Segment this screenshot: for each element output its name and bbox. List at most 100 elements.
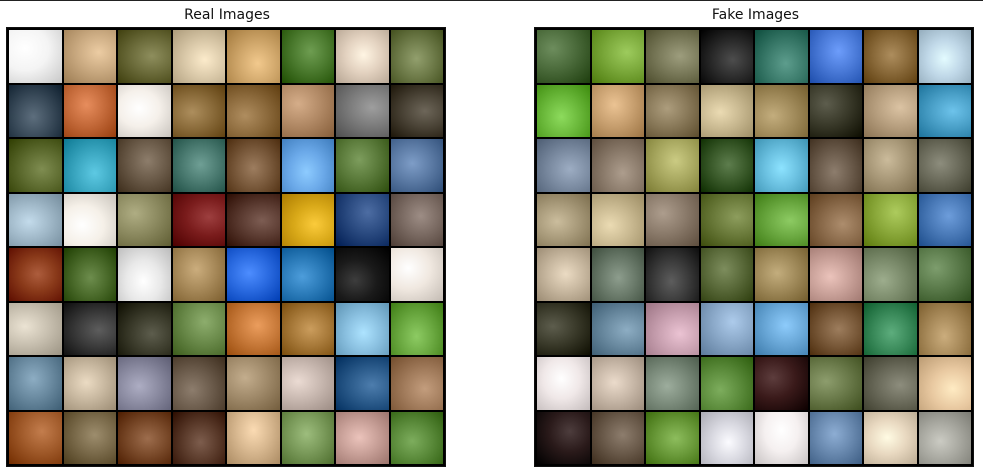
real-image-tile	[281, 411, 334, 464]
real-image-tile	[336, 30, 389, 83]
fake-image-tile	[864, 139, 917, 192]
real-images-title: Real Images	[184, 7, 270, 23]
fake-image-tile	[864, 30, 917, 83]
fake-image-tile	[537, 411, 590, 464]
real-image-tile	[63, 84, 116, 137]
real-image-tile	[281, 84, 334, 137]
fake-image-tile	[809, 139, 862, 192]
real-image-tile	[63, 193, 116, 246]
real-image-tile	[172, 357, 225, 410]
real-image-tile	[281, 302, 334, 355]
fake-image-tile	[918, 193, 971, 246]
real-image-tile	[336, 139, 389, 192]
fake-image-tile	[646, 302, 699, 355]
fake-image-tile	[646, 248, 699, 301]
fake-image-tile	[646, 357, 699, 410]
fake-image-tile	[700, 302, 753, 355]
fake-image-tile	[755, 411, 808, 464]
real-image-tile	[336, 84, 389, 137]
real-image-tile	[118, 139, 171, 192]
fake-image-tile	[755, 193, 808, 246]
real-image-tile	[118, 357, 171, 410]
fake-image-tile	[591, 411, 644, 464]
real-image-tile	[227, 248, 280, 301]
real-image-tile	[281, 30, 334, 83]
fake-image-tile	[700, 248, 753, 301]
fake-image-tile	[864, 84, 917, 137]
real-image-tile	[9, 84, 62, 137]
fake-image-tile	[918, 357, 971, 410]
fake-image-tile	[646, 84, 699, 137]
real-image-tile	[118, 30, 171, 83]
fake-image-tile	[809, 248, 862, 301]
fake-image-tile	[809, 84, 862, 137]
real-image-tile	[172, 193, 225, 246]
fake-image-tile	[700, 84, 753, 137]
fake-image-tile	[755, 302, 808, 355]
fake-image-tile	[755, 139, 808, 192]
fake-image-tile	[591, 248, 644, 301]
real-image-tile	[9, 302, 62, 355]
real-image-tile	[172, 248, 225, 301]
real-image-tile	[118, 248, 171, 301]
fake-image-tile	[646, 193, 699, 246]
fake-image-tile	[864, 248, 917, 301]
fake-image-tile	[591, 84, 644, 137]
real-image-tile	[227, 411, 280, 464]
fake-image-tile	[646, 411, 699, 464]
fake-image-tile	[537, 248, 590, 301]
real-image-tile	[172, 139, 225, 192]
fake-image-tile	[864, 302, 917, 355]
real-image-tile	[118, 193, 171, 246]
real-image-tile	[390, 84, 443, 137]
real-image-tile	[9, 411, 62, 464]
top-divider	[0, 0, 983, 1]
fake-image-tile	[918, 84, 971, 137]
real-image-tile	[63, 357, 116, 410]
fake-images-title: Fake Images	[711, 7, 800, 23]
fake-image-tile	[537, 357, 590, 410]
real-image-tile	[172, 411, 225, 464]
fake-image-tile	[537, 84, 590, 137]
fake-image-tile	[646, 30, 699, 83]
fake-image-tile	[591, 357, 644, 410]
real-image-tile	[118, 84, 171, 137]
real-image-tile	[390, 30, 443, 83]
fake-image-tile	[864, 411, 917, 464]
real-image-tile	[9, 248, 62, 301]
real-image-tile	[390, 411, 443, 464]
real-image-tile	[336, 411, 389, 464]
fake-image-tile	[537, 302, 590, 355]
real-image-tile	[336, 357, 389, 410]
fake-image-tile	[918, 30, 971, 83]
real-image-tile	[63, 30, 116, 83]
fake-image-tile	[809, 193, 862, 246]
fake-image-tile	[591, 193, 644, 246]
real-image-tile	[281, 193, 334, 246]
real-image-tile	[390, 139, 443, 192]
fake-image-tile	[537, 30, 590, 83]
fake-images-grid	[534, 27, 974, 467]
real-image-tile	[227, 84, 280, 137]
real-image-tile	[9, 139, 62, 192]
real-image-tile	[227, 302, 280, 355]
fake-image-tile	[918, 302, 971, 355]
real-image-tile	[227, 193, 280, 246]
real-image-tile	[227, 139, 280, 192]
fake-image-tile	[591, 30, 644, 83]
real-image-tile	[281, 139, 334, 192]
fake-image-tile	[864, 193, 917, 246]
fake-image-tile	[864, 357, 917, 410]
fake-image-tile	[809, 357, 862, 410]
fake-image-tile	[700, 357, 753, 410]
fake-image-tile	[809, 302, 862, 355]
real-image-tile	[63, 139, 116, 192]
real-image-tile	[9, 193, 62, 246]
real-image-tile	[63, 248, 116, 301]
real-image-tile	[172, 84, 225, 137]
fake-image-tile	[755, 248, 808, 301]
real-image-tile	[390, 302, 443, 355]
real-image-tile	[118, 411, 171, 464]
fake-image-tile	[918, 248, 971, 301]
fake-image-tile	[809, 411, 862, 464]
